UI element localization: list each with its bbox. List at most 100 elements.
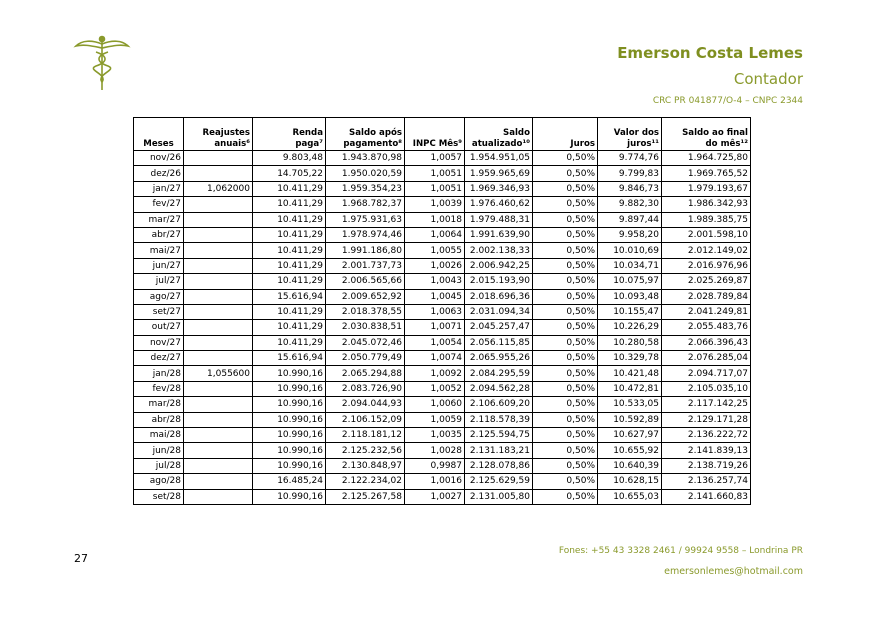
table-cell: 2.045.072,46 xyxy=(325,334,405,352)
table-cell: 1.959.354,23 xyxy=(325,180,405,198)
table-row: jan/28 1,055600 10.990,16 2.065.294,88 1,009… xyxy=(133,365,751,382)
column-header: Saldo atualizado¹⁰ xyxy=(464,117,533,151)
table-cell: 1.950.020,59 xyxy=(325,165,405,182)
table-cell: 1,0051 xyxy=(404,180,465,198)
table-row: fev/27 10.411,29 1.968.782,37 1,0039 1.976.4… xyxy=(133,196,751,213)
table-cell: 1,0057 xyxy=(404,149,465,167)
table-cell: 10.034,71 xyxy=(597,257,662,275)
table-cell: 2.128.078,86 xyxy=(464,457,533,475)
table-cell xyxy=(183,149,253,167)
table-cell xyxy=(183,457,253,475)
table-cell: 10.411,29 xyxy=(252,226,326,244)
table-cell: mar/27 xyxy=(133,211,184,228)
table-row: dez/27 15.616,94 2.050.779,49 1,0074 2.065.9… xyxy=(133,350,751,367)
table-cell: 1,0039 xyxy=(404,196,465,213)
table-cell: mar/28 xyxy=(133,396,184,413)
table-row: jul/28 10.990,16 2.130.848,97 0,9987 2.128.0… xyxy=(133,457,751,475)
table-cell: 1.978.974,46 xyxy=(325,226,405,244)
table-cell: 2.018.378,55 xyxy=(325,303,405,321)
table-cell: 2.009.652,92 xyxy=(325,288,405,305)
table-cell: 0,50% xyxy=(532,427,598,444)
table-cell: 2.015.193,90 xyxy=(464,273,533,290)
table-cell: nov/27 xyxy=(133,334,184,352)
table-cell: 2.130.848,97 xyxy=(325,457,405,475)
column-header: Juros xyxy=(532,117,598,151)
table-cell: 1,0074 xyxy=(404,350,465,367)
table-cell: 1.979.193,67 xyxy=(661,180,751,198)
column-header: Renda paga⁷ xyxy=(252,117,326,151)
registration: CRC PR 041877/O-4 – CNPC 2344 xyxy=(652,96,803,106)
table-cell: 2.141.660,83 xyxy=(661,488,751,505)
table-cell: abr/27 xyxy=(133,226,184,244)
table-cell: 0,50% xyxy=(532,319,598,336)
table-cell: 1.979.488,31 xyxy=(464,211,533,228)
table-cell: 1,055600 xyxy=(183,365,253,382)
table-cell: 10.421,48 xyxy=(597,365,662,382)
table-cell: 2.030.838,51 xyxy=(325,319,405,336)
table-cell: 2.125.629,59 xyxy=(464,473,533,490)
table-cell xyxy=(183,226,253,244)
table-cell: 10.627,97 xyxy=(597,427,662,444)
table-cell: 10.411,29 xyxy=(252,180,326,198)
table-cell: 2.045.257,47 xyxy=(464,319,533,336)
table-cell: 2.105.035,10 xyxy=(661,380,751,398)
table-cell: 2.136.257,74 xyxy=(661,473,751,490)
table-cell: 10.990,16 xyxy=(252,411,326,429)
table-cell: jun/28 xyxy=(133,442,184,459)
table-cell: 2.002.138,33 xyxy=(464,242,533,259)
table-cell: 10.329,78 xyxy=(597,350,662,367)
table-cell: 0,50% xyxy=(532,457,598,475)
table-cell: 10.411,29 xyxy=(252,196,326,213)
table-cell: out/27 xyxy=(133,319,184,336)
table-cell: 10.411,29 xyxy=(252,303,326,321)
table-cell: 2.066.396,43 xyxy=(661,334,751,352)
table-cell xyxy=(183,211,253,228)
table-cell: set/27 xyxy=(133,303,184,321)
table-cell: 0,50% xyxy=(532,180,598,198)
table-row: ago/27 15.616,94 2.009.652,92 1,0045 2.018.6… xyxy=(133,288,751,305)
table-cell xyxy=(183,488,253,505)
table-cell: 2.131.183,21 xyxy=(464,442,533,459)
table-cell: 10.411,29 xyxy=(252,211,326,228)
table-cell: 10.411,29 xyxy=(252,319,326,336)
table-cell: 1.959.965,69 xyxy=(464,165,533,182)
table-cell: mai/27 xyxy=(133,242,184,259)
table-cell xyxy=(183,242,253,259)
table-cell: 10.640,39 xyxy=(597,457,662,475)
table-cell: jan/27 xyxy=(133,180,184,198)
table-cell: 1,0045 xyxy=(404,288,465,305)
table-cell xyxy=(183,334,253,352)
table-cell: 2.094.044,93 xyxy=(325,396,405,413)
table-cell: 1,0051 xyxy=(404,165,465,182)
table-cell: jul/28 xyxy=(133,457,184,475)
logo xyxy=(73,35,131,90)
table-cell xyxy=(183,442,253,459)
table-cell: 2.055.483,76 xyxy=(661,319,751,336)
table-cell: 16.485,24 xyxy=(252,473,326,490)
table-cell: 14.705,22 xyxy=(252,165,326,182)
table-cell: 10.411,29 xyxy=(252,257,326,275)
table-cell: dez/26 xyxy=(133,165,184,182)
email: emersonlemes@hotmail.com xyxy=(664,566,803,577)
table-cell: 1,0052 xyxy=(404,380,465,398)
table-cell xyxy=(183,427,253,444)
table-cell: ago/27 xyxy=(133,288,184,305)
table-row: dez/26 14.705,22 1.950.020,59 1,0051 1.959.9… xyxy=(133,165,751,182)
table-cell: 1,0043 xyxy=(404,273,465,290)
phone: Fones: +55 43 3328 2461 / 99924 9558 – L… xyxy=(558,546,803,556)
column-header: Reajustes anuais⁶ xyxy=(183,117,253,151)
table-cell: 10.592,89 xyxy=(597,411,662,429)
table-cell: 2.125.594,75 xyxy=(464,427,533,444)
table-cell xyxy=(183,350,253,367)
table-cell: 10.093,48 xyxy=(597,288,662,305)
table-cell: 10.155,47 xyxy=(597,303,662,321)
table-cell: 1.986.342,93 xyxy=(661,196,751,213)
table-cell: 1,0055 xyxy=(404,242,465,259)
table-cell: 2.118.578,39 xyxy=(464,411,533,429)
table-cell: 2.050.779,49 xyxy=(325,350,405,367)
table-row: fev/28 10.990,16 2.083.726,90 1,0052 2.094.5… xyxy=(133,380,751,398)
table-cell: 0,50% xyxy=(532,473,598,490)
table-cell: 2.117.142,25 xyxy=(661,396,751,413)
table-cell: ago/28 xyxy=(133,473,184,490)
